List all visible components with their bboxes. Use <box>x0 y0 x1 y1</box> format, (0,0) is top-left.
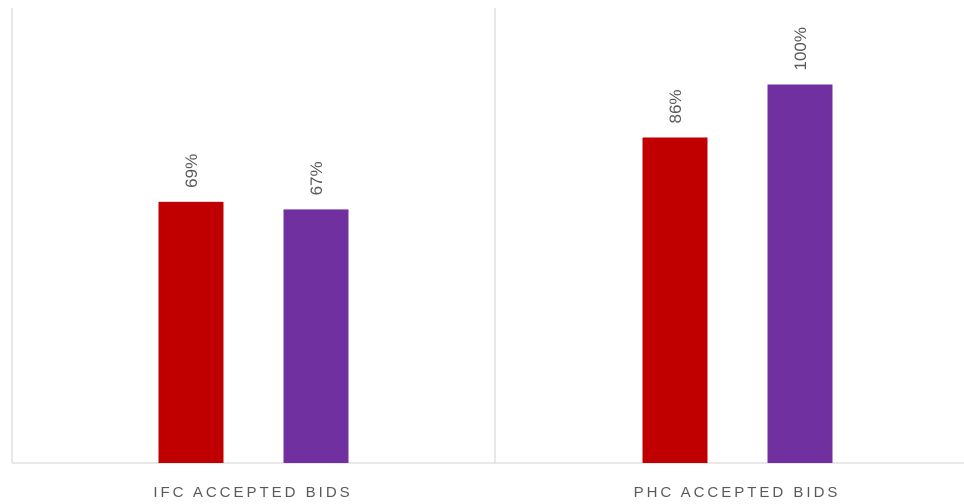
bar-2-series-1 <box>642 137 708 464</box>
category-label-2: PHC ACCEPTED BIDS <box>634 484 841 501</box>
category-labels-layer: IFC ACCEPTED BIDS PHC ACCEPTED BIDS <box>153 484 841 501</box>
bar-1-series-2 <box>283 209 349 463</box>
data-label-2-series-2: 100% <box>791 27 810 70</box>
data-label-1-series-2: 67% <box>307 161 326 195</box>
bars-layer <box>158 84 833 464</box>
bar-1-series-1 <box>158 201 224 463</box>
bar-2-series-2 <box>767 84 833 463</box>
category-label-1: IFC ACCEPTED BIDS <box>153 484 352 501</box>
data-label-2-series-1: 86% <box>666 89 685 123</box>
data-labels-layer: 69% 86% 67% 100% <box>182 27 810 195</box>
data-label-1-series-1: 69% <box>182 154 201 188</box>
